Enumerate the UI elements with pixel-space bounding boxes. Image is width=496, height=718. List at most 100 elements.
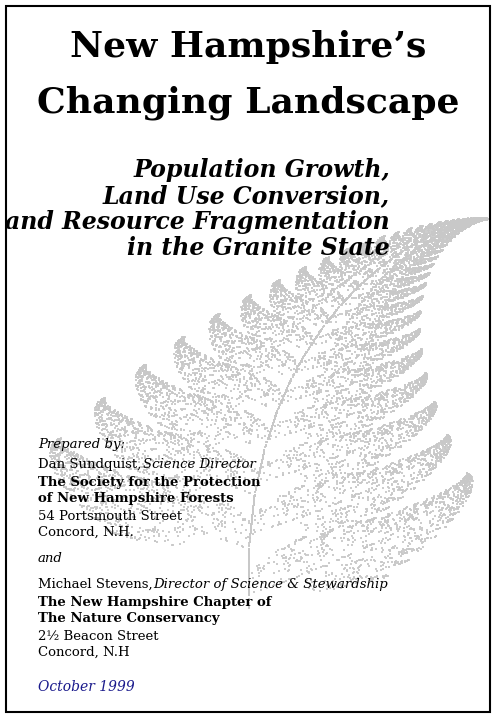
Point — [68, 474, 76, 485]
Point — [428, 261, 435, 272]
Point — [387, 302, 395, 313]
Point — [199, 407, 207, 419]
Point — [416, 326, 424, 337]
Point — [371, 353, 378, 365]
Point — [419, 239, 427, 251]
Point — [361, 367, 369, 378]
Point — [258, 457, 266, 468]
Point — [333, 329, 341, 340]
Point — [171, 395, 179, 406]
Point — [409, 350, 417, 362]
Point — [257, 460, 265, 471]
Point — [101, 393, 109, 404]
Point — [416, 326, 424, 337]
Point — [387, 254, 395, 266]
Point — [319, 260, 327, 271]
Point — [299, 297, 307, 309]
Point — [157, 383, 165, 395]
Point — [322, 570, 330, 582]
Point — [293, 329, 301, 340]
Point — [459, 219, 467, 230]
Point — [409, 357, 417, 368]
Point — [269, 314, 277, 325]
Point — [358, 334, 366, 345]
Point — [150, 378, 158, 389]
Point — [362, 243, 370, 255]
Point — [365, 236, 372, 248]
Point — [361, 275, 369, 286]
Point — [354, 562, 362, 574]
Point — [349, 532, 357, 544]
Point — [66, 457, 74, 469]
Point — [94, 399, 102, 411]
Point — [293, 294, 301, 306]
Point — [186, 521, 194, 532]
Point — [64, 472, 72, 484]
Point — [421, 453, 429, 465]
Point — [399, 505, 407, 516]
Point — [377, 300, 385, 312]
Point — [471, 216, 479, 228]
Point — [282, 516, 290, 528]
Point — [366, 251, 373, 263]
Point — [270, 278, 278, 289]
Point — [452, 482, 460, 493]
Point — [417, 283, 425, 294]
Point — [151, 521, 159, 533]
Point — [356, 280, 364, 292]
Point — [401, 312, 409, 323]
Point — [141, 531, 149, 542]
Point — [400, 362, 408, 373]
Point — [269, 418, 277, 429]
Point — [136, 369, 144, 381]
Point — [390, 232, 398, 243]
Point — [153, 536, 161, 548]
Point — [386, 254, 394, 266]
Point — [342, 259, 350, 271]
Point — [386, 522, 394, 533]
Point — [338, 299, 346, 311]
Point — [388, 457, 396, 469]
Point — [422, 229, 430, 241]
Point — [219, 322, 227, 333]
Point — [401, 228, 409, 239]
Point — [448, 216, 456, 228]
Point — [313, 276, 321, 288]
Point — [484, 214, 492, 225]
Point — [287, 492, 295, 503]
Point — [396, 414, 404, 425]
Point — [186, 412, 194, 424]
Point — [245, 561, 253, 573]
Point — [261, 423, 269, 434]
Point — [125, 437, 133, 448]
Point — [422, 278, 430, 289]
Point — [248, 518, 255, 530]
Point — [239, 314, 247, 326]
Point — [251, 485, 259, 496]
Point — [353, 501, 361, 513]
Point — [393, 228, 401, 239]
Point — [352, 320, 360, 332]
Point — [104, 441, 112, 452]
Point — [305, 567, 313, 579]
Point — [136, 378, 144, 389]
Point — [344, 246, 352, 258]
Point — [213, 310, 221, 322]
Point — [413, 254, 421, 266]
Point — [415, 348, 423, 360]
Point — [327, 398, 335, 409]
Point — [357, 470, 365, 482]
Point — [173, 424, 181, 436]
Point — [454, 228, 462, 239]
Point — [420, 371, 428, 383]
Point — [308, 338, 315, 350]
Point — [458, 221, 466, 233]
Point — [240, 466, 248, 477]
Point — [475, 213, 483, 225]
Point — [306, 460, 314, 472]
Point — [297, 289, 305, 301]
Point — [399, 254, 407, 266]
Point — [350, 286, 358, 297]
Point — [103, 463, 111, 475]
Point — [240, 312, 248, 324]
